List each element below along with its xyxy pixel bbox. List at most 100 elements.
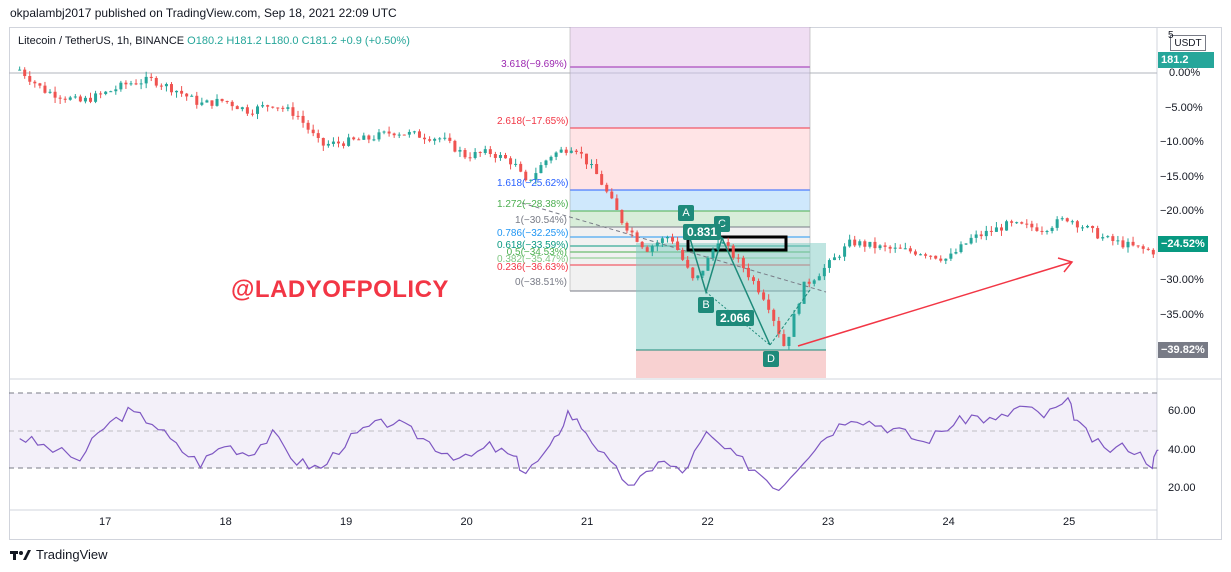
candle-body bbox=[605, 184, 609, 192]
candle-body bbox=[336, 141, 340, 144]
candle-body bbox=[473, 152, 477, 158]
publish-info: okpalambj2017 published on TradingView.c… bbox=[10, 6, 397, 20]
candle-body bbox=[139, 83, 143, 85]
candle-body bbox=[843, 246, 847, 257]
candle-body bbox=[417, 131, 421, 138]
footer-brand[interactable]: TradingView bbox=[10, 547, 108, 562]
candle-body bbox=[129, 83, 133, 85]
candle-body bbox=[407, 131, 411, 135]
candle-body bbox=[463, 149, 467, 158]
candle-body bbox=[261, 105, 265, 107]
candle-body bbox=[772, 309, 776, 321]
candle-body bbox=[584, 153, 588, 165]
candle-body bbox=[119, 82, 123, 90]
candle-body bbox=[863, 241, 867, 247]
candle-body bbox=[1116, 240, 1120, 242]
candle-body bbox=[1005, 221, 1009, 231]
pattern-projection bbox=[769, 289, 811, 346]
candle-body bbox=[701, 270, 705, 276]
candle-body bbox=[807, 281, 811, 284]
candle-body bbox=[650, 246, 654, 252]
candle-body bbox=[832, 257, 836, 261]
currency-selector[interactable]: USDT bbox=[1170, 35, 1206, 51]
time-tick: 20 bbox=[460, 516, 473, 528]
candle-body bbox=[1080, 227, 1084, 229]
fib-level-label: 1.618(−25.62%) bbox=[497, 178, 569, 189]
candle-body bbox=[590, 164, 594, 166]
fib-zone bbox=[570, 128, 810, 190]
rsi-tick: 40.00 bbox=[1168, 444, 1196, 456]
candle-body bbox=[797, 303, 801, 314]
candle-body bbox=[220, 98, 224, 101]
candle-body bbox=[686, 259, 690, 268]
candle-body bbox=[509, 158, 513, 165]
dashed-trendline[interactable] bbox=[521, 202, 827, 293]
rsi-tick: 60.00 bbox=[1168, 405, 1196, 417]
highlight-box[interactable] bbox=[686, 235, 788, 252]
candle-body bbox=[595, 164, 599, 175]
candle-body bbox=[549, 156, 553, 161]
fib-zone bbox=[570, 27, 810, 67]
candle-body bbox=[559, 149, 563, 153]
candle-body bbox=[878, 245, 882, 249]
candle-body bbox=[402, 134, 406, 136]
candle-body bbox=[762, 292, 766, 300]
candle-body bbox=[939, 258, 943, 261]
candle-body bbox=[630, 230, 634, 233]
candle-body bbox=[564, 149, 568, 153]
candle-body bbox=[544, 160, 548, 166]
candle-body bbox=[367, 135, 371, 140]
candle-body bbox=[159, 85, 163, 87]
ohlc-high: H181.2 bbox=[226, 35, 262, 47]
candle-body bbox=[919, 254, 923, 256]
candle-body bbox=[665, 237, 669, 239]
candle-body bbox=[256, 106, 260, 114]
arrow-shaft bbox=[797, 261, 1073, 347]
candle-body bbox=[944, 258, 948, 261]
candlestick-series bbox=[18, 66, 1155, 351]
candle-body bbox=[1096, 228, 1100, 239]
candle-body bbox=[33, 81, 37, 84]
candle-body bbox=[362, 135, 366, 140]
candle-body bbox=[1141, 246, 1145, 249]
candle-body bbox=[787, 336, 791, 346]
candle-body bbox=[83, 97, 87, 102]
candle-body bbox=[48, 91, 52, 93]
candle-body bbox=[372, 139, 376, 141]
candle-body bbox=[352, 137, 356, 140]
price-tick: −20.00% bbox=[1160, 205, 1204, 217]
candle-body bbox=[321, 137, 325, 146]
candle-body bbox=[230, 101, 234, 107]
candle-body bbox=[827, 260, 831, 268]
candle-body bbox=[782, 334, 786, 346]
candle-body bbox=[1060, 218, 1064, 220]
candle-body bbox=[539, 165, 543, 174]
candle-body bbox=[342, 143, 346, 146]
price-tick: −5.00% bbox=[1165, 102, 1203, 114]
candle-body bbox=[428, 139, 432, 141]
candle-body bbox=[311, 129, 315, 134]
fib-zone bbox=[570, 190, 810, 211]
candle-body bbox=[519, 163, 523, 172]
candle-body bbox=[94, 93, 98, 102]
candle-body bbox=[873, 241, 877, 249]
fib-level-label: 0.236(−36.63%) bbox=[497, 262, 569, 273]
candle-body bbox=[1091, 225, 1095, 229]
candle-body bbox=[979, 234, 983, 237]
candle-body bbox=[660, 238, 664, 243]
time-tick: 18 bbox=[219, 516, 232, 528]
symbol-legend[interactable]: Litecoin / TetherUS, 1h, BINANCE O180.2 … bbox=[18, 35, 410, 47]
candle-body bbox=[235, 106, 239, 110]
point-label-d: D bbox=[763, 351, 779, 367]
candle-body bbox=[53, 91, 57, 98]
candle-body bbox=[989, 230, 993, 232]
candle-body bbox=[397, 134, 401, 136]
candle-body bbox=[68, 97, 72, 100]
candle-body bbox=[579, 151, 583, 154]
candle-body bbox=[382, 131, 386, 133]
trend-arrow[interactable] bbox=[797, 257, 1074, 347]
candle-body bbox=[99, 93, 103, 95]
candle-body bbox=[250, 113, 254, 115]
candle-body bbox=[777, 320, 781, 335]
